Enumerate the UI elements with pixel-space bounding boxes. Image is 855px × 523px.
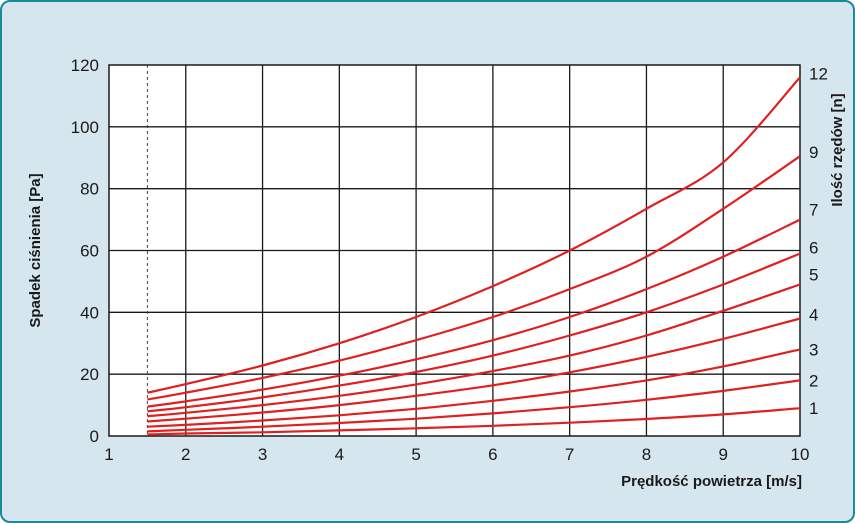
x-axis-title: Prędkość powietrza [m/s] — [621, 473, 802, 490]
x-tick-label: 5 — [411, 445, 420, 464]
x-tick-label: 1 — [104, 445, 113, 464]
series-label-12: 12 — [809, 64, 828, 83]
series-label-6: 6 — [809, 239, 818, 258]
y-tick-label: 0 — [90, 427, 99, 446]
y-tick-label: 100 — [71, 118, 99, 137]
x-tick-label: 7 — [565, 445, 574, 464]
series-line-6 — [147, 252, 801, 413]
series-line-12 — [147, 76, 801, 394]
y-tick-label: 60 — [80, 242, 99, 261]
series-line-9 — [147, 155, 801, 401]
series-line-5 — [147, 283, 801, 418]
y-tick-label: 20 — [80, 365, 99, 384]
x-tick-label: 4 — [335, 445, 344, 464]
x-tick-label: 10 — [791, 445, 810, 464]
y-tick-labels: 0 20 40 60 80 100 120 — [71, 56, 99, 446]
series-label-4: 4 — [809, 306, 818, 325]
x-tick-label: 3 — [258, 445, 267, 464]
series-label-3: 3 — [809, 340, 818, 359]
y-tick-label: 40 — [80, 303, 99, 322]
series-label-5: 5 — [809, 266, 818, 285]
series-line-7 — [147, 218, 801, 408]
series-label-1: 1 — [809, 399, 818, 418]
y-tick-label: 80 — [80, 180, 99, 199]
x-tick-label: 2 — [181, 445, 190, 464]
x-tick-labels: 1 2 3 4 5 6 7 8 9 10 — [104, 445, 809, 464]
series-label-9: 9 — [809, 143, 818, 162]
y-tick-label: 120 — [71, 56, 99, 75]
series-line-2 — [147, 379, 801, 433]
series-line-1 — [147, 407, 801, 436]
x-tick-label: 9 — [718, 445, 727, 464]
right-axis-title: Ilość rzędów [n] — [829, 93, 846, 206]
y-axis-title: Spadek ciśnienia [Pa] — [27, 173, 44, 327]
x-tick-label: 8 — [642, 445, 651, 464]
series-label-7: 7 — [809, 201, 818, 220]
series-lines — [147, 76, 801, 436]
series-line-4 — [147, 317, 801, 423]
series-line-3 — [147, 348, 801, 428]
x-tick-label: 6 — [488, 445, 497, 464]
series-label-2: 2 — [809, 371, 818, 390]
